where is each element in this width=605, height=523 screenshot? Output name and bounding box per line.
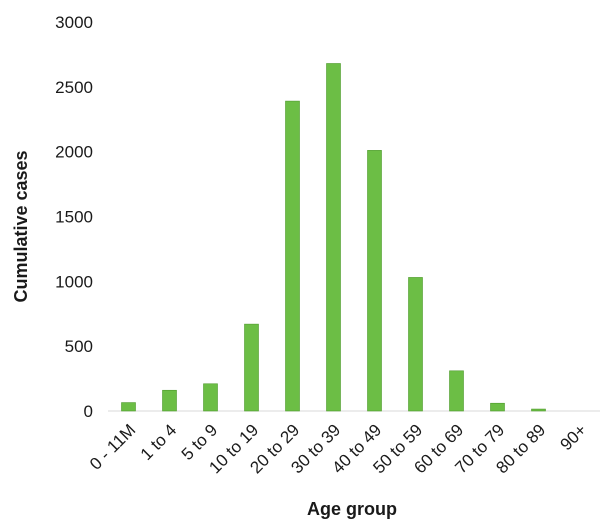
bar [285, 100, 300, 412]
y-tick-label: 1500 [55, 208, 93, 227]
y-tick-label: 500 [65, 337, 93, 356]
y-tick-label: 2000 [55, 143, 93, 162]
bar [121, 402, 136, 412]
bar [326, 63, 341, 412]
bar [531, 408, 546, 412]
bar [244, 323, 259, 412]
bar [490, 402, 505, 412]
y-tick-label: 3000 [55, 13, 93, 32]
y-axis-title: Cumulative cases [11, 150, 31, 302]
x-tick-label: 0 - 11M [86, 420, 139, 473]
x-axis-title: Age group [307, 499, 397, 519]
bar [408, 277, 423, 412]
bar [203, 383, 218, 412]
y-tick-label: 1000 [55, 272, 93, 291]
bar [162, 389, 177, 412]
bar [367, 150, 382, 412]
x-tick-label: 1 to 4 [137, 420, 181, 464]
bars [121, 63, 546, 412]
y-axis-tick-labels: 0 500 1000 1500 2000 2500 3000 [55, 13, 93, 421]
bar [449, 370, 464, 412]
y-tick-label: 2500 [55, 78, 93, 97]
x-tick-label: 90+ [556, 420, 590, 454]
y-tick-label: 0 [84, 402, 93, 421]
